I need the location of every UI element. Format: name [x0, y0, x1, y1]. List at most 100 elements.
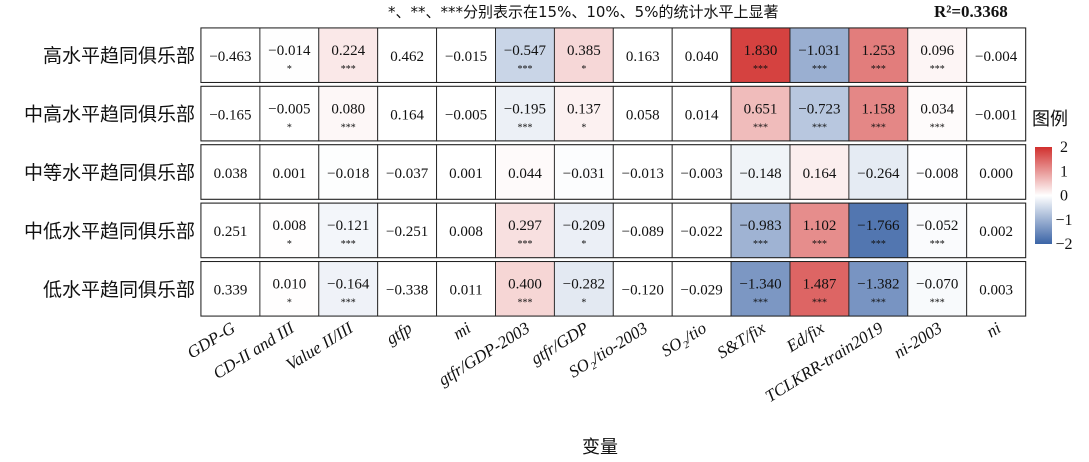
significance-mark: ***	[812, 298, 827, 309]
cell-value: −0.022	[681, 224, 723, 240]
cell-value: 0.224	[331, 43, 365, 59]
cell-value: 0.163	[626, 49, 660, 65]
cell-value: −1.382	[857, 277, 899, 293]
heatmap-cell	[730, 261, 791, 317]
significance-mark: ***	[753, 64, 768, 75]
cell-value: 0.385	[567, 43, 601, 59]
heatmap-cell	[907, 27, 968, 83]
cell-value: 0.040	[685, 49, 719, 65]
heatmap-cell	[553, 144, 614, 200]
column-label: gtfp	[383, 318, 416, 348]
heatmap-cell	[907, 85, 968, 142]
cell-value: −0.120	[622, 283, 664, 299]
cell-value: 0.339	[214, 283, 248, 299]
cell-value: 0.058	[626, 107, 660, 123]
legend-tick-label: 1	[1060, 163, 1068, 180]
heatmap-cell	[377, 85, 438, 142]
cell-value: 0.251	[214, 224, 248, 240]
heatmap-cell	[436, 202, 496, 259]
heatmap-cell	[671, 202, 732, 259]
cell-value: −0.001	[975, 107, 1017, 123]
heatmap-cell	[848, 202, 909, 259]
cell-value: −0.282	[563, 277, 605, 293]
cell-value: 0.096	[920, 43, 954, 59]
heatmap-cell	[318, 261, 379, 317]
cell-value: −0.003	[681, 166, 723, 182]
legend-ticks: 2 1 0 −1 −2	[1055, 139, 1072, 253]
significance-mark: *	[287, 64, 292, 75]
heatmap-cell	[730, 27, 791, 83]
heatmap-cell	[495, 27, 555, 83]
column-label: mi	[450, 318, 475, 343]
cell-value: −0.338	[386, 283, 428, 299]
heatmap-cell	[259, 144, 320, 200]
heatmap-cell	[436, 27, 496, 83]
column-label: S&T/fix	[714, 318, 769, 362]
cell-value: 0.462	[390, 49, 424, 65]
significance-mark: ***	[871, 64, 886, 75]
significance-mark: ***	[341, 239, 356, 250]
cell-value: 0.080	[331, 101, 365, 117]
significance-note: *、**、***分别表示在15%、10%、5%的统计水平上显著	[388, 3, 778, 21]
heatmap-cell	[436, 144, 496, 200]
heatmap-cell	[553, 27, 614, 83]
heatmap-cell	[200, 202, 261, 259]
heatmap-cell	[612, 261, 673, 317]
heatmap-cell	[436, 261, 496, 317]
significance-mark: ***	[930, 298, 945, 309]
heatmap-cell	[200, 85, 261, 142]
cell-value: 0.001	[449, 166, 483, 182]
heatmap-cell	[671, 144, 732, 200]
heatmap-cell	[730, 144, 791, 200]
heatmap-cell	[377, 144, 438, 200]
heatmap-cell	[259, 85, 320, 142]
cell-value: 0.003	[979, 283, 1013, 299]
cell-value: −0.052	[916, 218, 958, 234]
legend-tick-label: −1	[1055, 212, 1072, 229]
significance-mark: ***	[341, 64, 356, 75]
cell-value: 1.830	[744, 43, 778, 59]
heatmap-cell	[612, 144, 673, 200]
heatmap-cell	[377, 261, 438, 317]
significance-mark: ***	[871, 122, 886, 133]
cell-value: −0.029	[681, 283, 723, 299]
cell-value: −0.463	[209, 49, 251, 65]
legend-tick-label: 0	[1060, 188, 1068, 205]
significance-mark: ***	[930, 122, 945, 133]
heatmap-cell	[259, 202, 320, 259]
significance-mark: *	[581, 64, 586, 75]
cell-value: 0.008	[272, 218, 306, 234]
cell-value: −0.983	[739, 218, 781, 234]
heatmap-cell	[553, 261, 614, 317]
cell-value: −0.547	[504, 43, 547, 59]
column-label: SO₂/tio	[658, 318, 710, 360]
cell-value: 0.044	[508, 166, 542, 182]
cell-value: −0.165	[209, 107, 251, 123]
heatmap-cell	[966, 85, 1027, 142]
heatmap-cell	[553, 202, 614, 259]
cell-value: −0.264	[857, 166, 900, 182]
heatmap-cell	[966, 144, 1027, 200]
significance-mark: ***	[753, 122, 768, 133]
cell-value: −0.089	[622, 224, 664, 240]
heatmap-cell	[612, 202, 673, 259]
heatmap-cell	[966, 261, 1027, 317]
heatmap-cell	[259, 261, 320, 317]
cell-value: 0.001	[272, 166, 306, 182]
cell-value: 1.102	[803, 218, 837, 234]
heatmap-cell	[259, 27, 320, 83]
cell-value: −0.031	[563, 166, 605, 182]
color-legend: 图例 2 1 0 −1 −2	[1032, 109, 1073, 253]
heatmap-cell	[789, 27, 850, 83]
row-label: 低水平趋同俱乐部	[43, 279, 195, 301]
legend-colorbar	[1035, 147, 1052, 244]
row-label: 中高水平趋同俱乐部	[24, 104, 195, 126]
heatmap-cell	[318, 144, 379, 200]
heatmap-cell	[318, 85, 379, 142]
significance-mark: *	[581, 239, 586, 250]
significance-mark: *	[287, 298, 292, 309]
heatmap-cell	[495, 85, 555, 142]
cell-value: −0.037	[386, 166, 429, 182]
